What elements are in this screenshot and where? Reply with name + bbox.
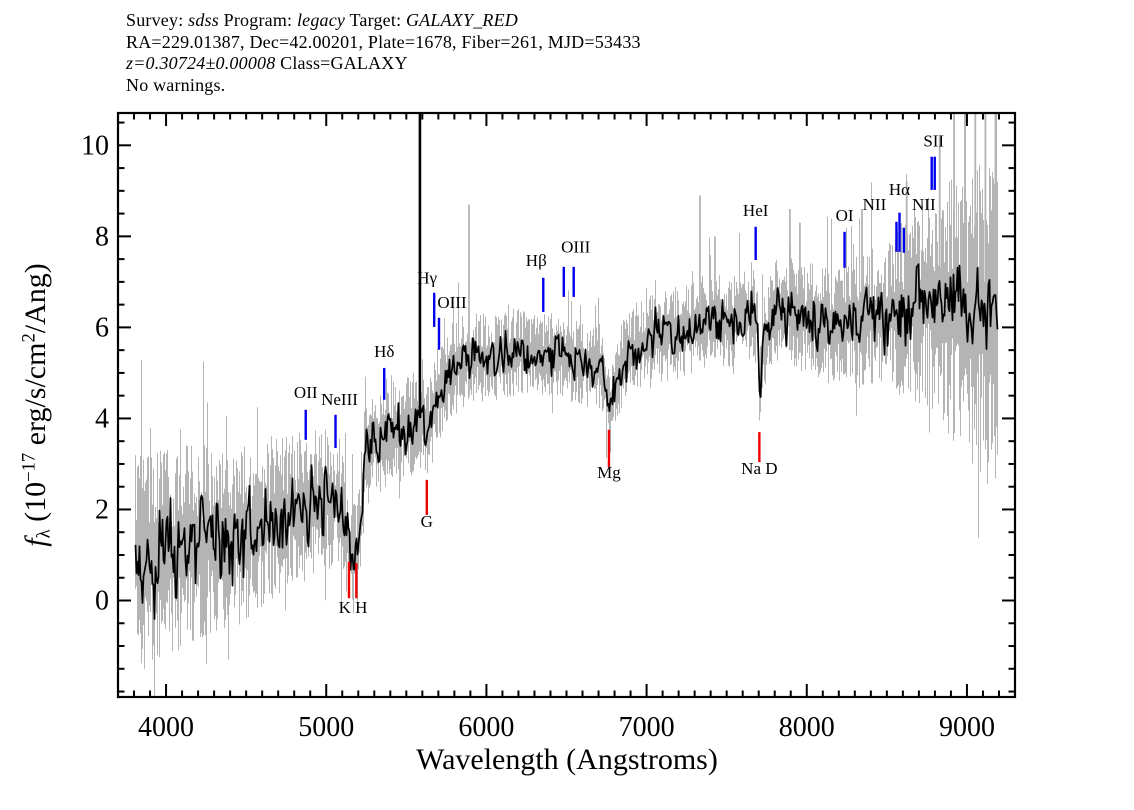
header-target-value: GALAXY_RED: [405, 10, 518, 30]
y-title-base: (10: [18, 481, 52, 530]
line-label-OIII: OIII: [561, 238, 591, 257]
header-survey-value: sdss: [188, 10, 219, 30]
x-tick-label-4000: 4000: [138, 712, 194, 743]
line-label-NeIII: NeIII: [321, 390, 358, 409]
line-label-K-H: K H: [339, 598, 368, 617]
line-label-G: G: [421, 512, 433, 531]
line-label-Hδ: Hδ: [374, 342, 394, 361]
header-class-value: Class=GALAXY: [275, 53, 408, 73]
header-line-survey: Survey: sdss Program: legacy Target: GAL…: [126, 10, 641, 32]
y-title-units: erg/s/cm: [18, 342, 52, 453]
line-label-NII: NII: [912, 195, 936, 214]
line-label-OII: OII: [294, 383, 318, 402]
x-tick-label-5000: 5000: [298, 712, 354, 743]
y-tick-label-0: 0: [95, 586, 109, 617]
axis-tick-labels: 4000 5000 6000 7000 8000 9000 0 2 4 6 8 10: [81, 130, 995, 743]
line-label-SII: SII: [923, 132, 944, 151]
y-title-f: f: [18, 538, 52, 547]
line-label-OIII: OIII: [437, 293, 467, 312]
header-line-coordinates: RA=229.01387, Dec=42.00201, Plate=1678, …: [126, 31, 641, 52]
line-label-Mg: Mg: [597, 463, 621, 482]
y-title-units-end: /Ang): [18, 263, 52, 334]
spectrum-header: Survey: sdss Program: legacy Target: GAL…: [126, 10, 641, 96]
x-tick-label-8000: 8000: [779, 712, 835, 743]
header-survey-key: Survey:: [126, 10, 189, 30]
y-tick-label-10: 10: [81, 130, 109, 161]
y-title-cm2-exp: 2: [18, 333, 40, 343]
y-title-exponent: −17: [18, 452, 40, 482]
y-tick-label-4: 4: [95, 403, 109, 434]
y-axis-title: fλ (10−17 erg/s/cm2/Ang): [19, 263, 56, 547]
header-target-key: Target:: [345, 10, 406, 30]
y-title-lambda-sub: λ: [33, 529, 55, 539]
flux-trace: [134, 263, 999, 620]
x-tick-label-7000: 7000: [619, 712, 675, 743]
line-label-NII: NII: [863, 195, 887, 214]
header-line-warnings: No warnings.: [126, 74, 226, 95]
line-label-OI: OI: [836, 206, 854, 225]
line-label-HeI: HeI: [743, 201, 769, 220]
spectrum-data: [134, 114, 999, 696]
x-axis-title: Wavelength (Angstroms): [416, 743, 718, 776]
header-program-value: legacy: [296, 10, 346, 30]
line-label-Hγ: Hγ: [417, 269, 437, 288]
header-redshift-value: z=0.30724±0.00008: [126, 53, 276, 73]
y-tick-label-2: 2: [95, 494, 109, 525]
line-label-Na-D: Na D: [741, 459, 777, 478]
header-line-redshift: z=0.30724±0.00008 Class=GALAXY: [126, 53, 641, 75]
axis-ticks: [118, 113, 1015, 697]
line-label-Hβ: Hβ: [526, 251, 547, 270]
x-tick-label-9000: 9000: [939, 712, 995, 743]
header-program-key: Program:: [218, 10, 297, 30]
x-tick-label-6000: 6000: [458, 712, 514, 743]
sky-residual-spikes: [468, 114, 997, 397]
line-label-Hα: Hα: [889, 180, 910, 199]
y-tick-label-6: 6: [95, 312, 109, 343]
y-tick-label-8: 8: [95, 221, 109, 252]
